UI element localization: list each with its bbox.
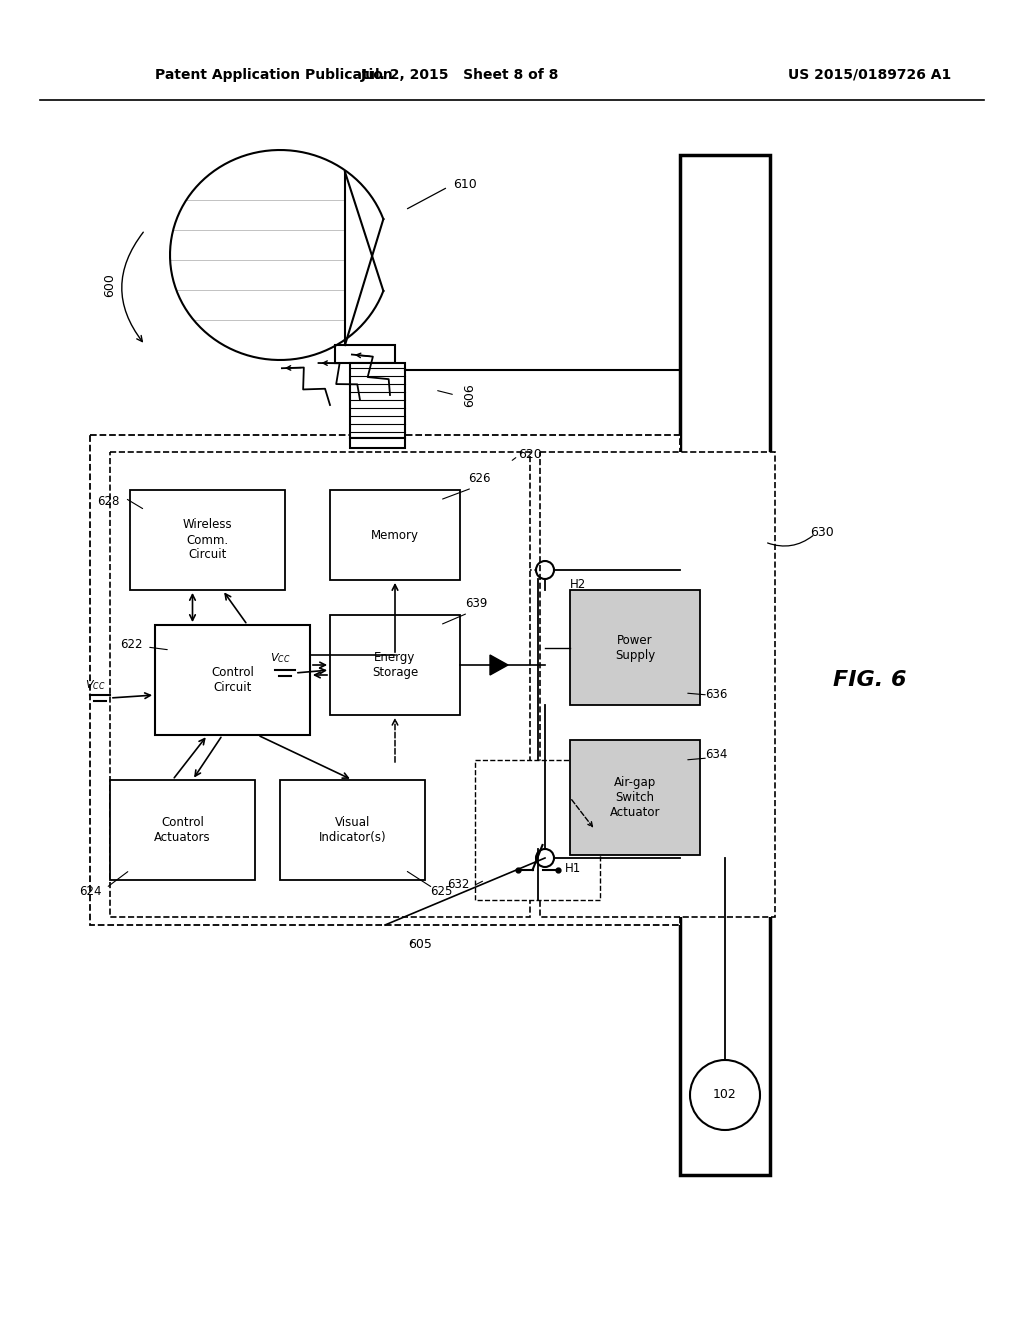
Text: Control
Actuators: Control Actuators [155, 816, 211, 843]
Text: $V_{CC}$: $V_{CC}$ [269, 651, 290, 665]
Text: 636: 636 [705, 689, 727, 701]
Text: 632: 632 [447, 879, 470, 891]
Bar [680, 154, 770, 1175]
Text: 102: 102 [713, 1089, 737, 1101]
Text: Wireless
Comm.
Circuit: Wireless Comm. Circuit [182, 519, 232, 561]
Text: Memory: Memory [371, 528, 419, 541]
Text: 639: 639 [465, 597, 487, 610]
Bar [350, 438, 406, 447]
Text: 600: 600 [103, 273, 117, 297]
Text: Energy
Storage: Energy Storage [372, 651, 418, 678]
Bar [570, 590, 700, 705]
Bar [350, 363, 406, 438]
Bar [110, 451, 530, 917]
Bar [110, 780, 255, 880]
Bar [280, 780, 425, 880]
Bar [475, 760, 600, 900]
Text: 605: 605 [408, 939, 432, 952]
Bar [330, 615, 460, 715]
Bar [130, 490, 285, 590]
Text: 624: 624 [80, 884, 102, 898]
Text: Jul. 2, 2015   Sheet 8 of 8: Jul. 2, 2015 Sheet 8 of 8 [360, 69, 559, 82]
Bar [90, 436, 680, 925]
Text: Patent Application Publication: Patent Application Publication [155, 69, 393, 82]
Text: Control
Circuit: Control Circuit [211, 667, 254, 694]
Text: 628: 628 [97, 495, 120, 508]
Text: Visual
Indicator(s): Visual Indicator(s) [318, 816, 386, 843]
Text: FIG. 6: FIG. 6 [834, 671, 906, 690]
Text: 622: 622 [121, 639, 143, 652]
Text: 634: 634 [705, 748, 727, 762]
Text: H2: H2 [570, 578, 587, 591]
Text: 620: 620 [518, 449, 542, 462]
Bar [155, 624, 310, 735]
Bar [335, 345, 395, 363]
Text: Power
Supply: Power Supply [614, 634, 655, 661]
Text: H1: H1 [565, 862, 582, 874]
Text: US 2015/0189726 A1: US 2015/0189726 A1 [788, 69, 951, 82]
Text: Air-gap
Switch
Actuator: Air-gap Switch Actuator [609, 776, 660, 818]
Text: 610: 610 [454, 178, 477, 191]
Bar [540, 451, 775, 917]
Polygon shape [490, 655, 508, 675]
Text: 625: 625 [430, 884, 453, 898]
Bar [570, 741, 700, 855]
Text: 626: 626 [468, 473, 490, 484]
Text: 606: 606 [464, 383, 476, 407]
Bar [330, 490, 460, 579]
Text: 630: 630 [810, 525, 834, 539]
Text: $V_{CC}$: $V_{CC}$ [85, 678, 105, 692]
